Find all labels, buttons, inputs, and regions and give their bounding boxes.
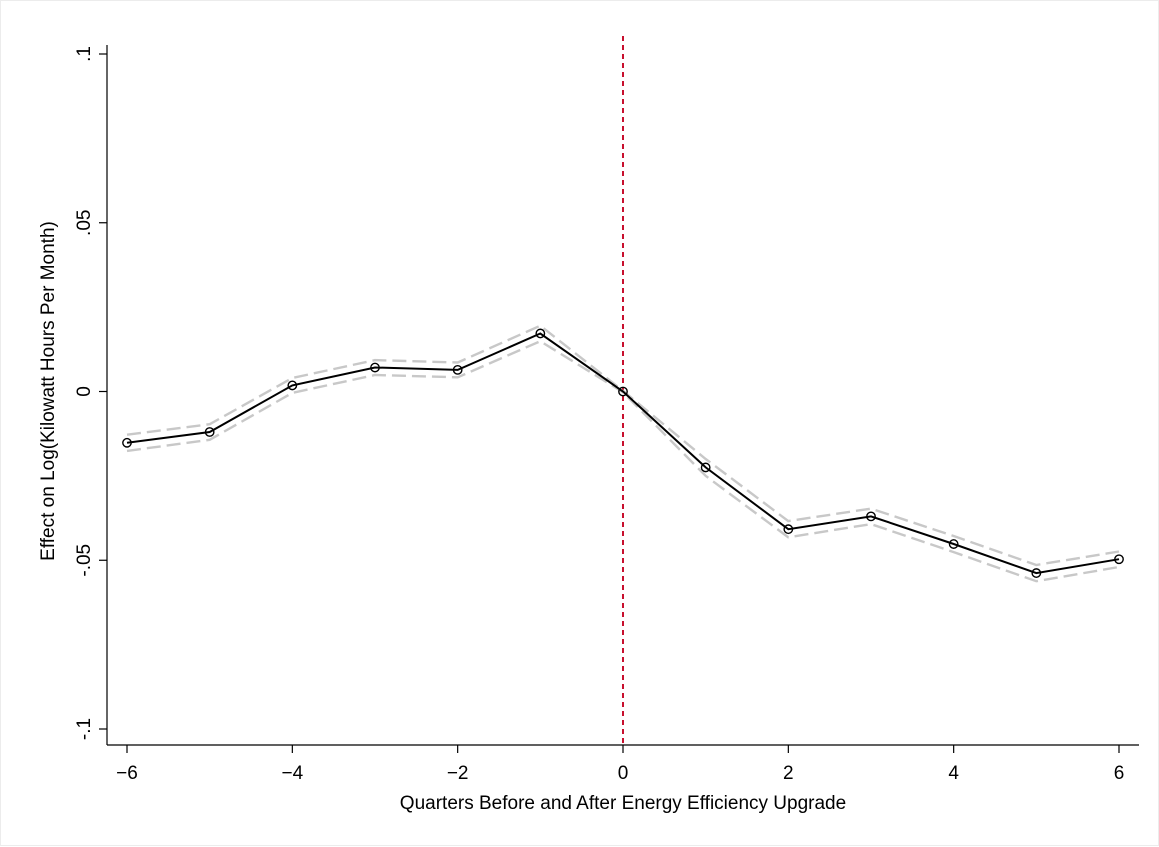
estimate-point: [618, 386, 628, 397]
estimate-line: [126, 332, 1120, 575]
estimate-point: [452, 364, 463, 375]
x-tick-label: 6: [1114, 763, 1125, 784]
y-axis-label: Effect on Log(Kilowatt Hours Per Month): [38, 221, 59, 561]
estimate-point: [370, 362, 380, 373]
x-tick-label: 2: [783, 763, 794, 784]
estimate-point: [1031, 568, 1042, 578]
estimate-series: [122, 328, 1124, 578]
x-ticks: −6 −4 −2 0 2 4 6: [116, 745, 1124, 784]
estimate-point: [866, 511, 876, 522]
y-tick-label: .1: [74, 46, 95, 62]
estimate-point: [1114, 554, 1124, 565]
estimate-point: [204, 427, 215, 437]
x-tick-label: 0: [618, 763, 629, 784]
estimate-point: [783, 524, 794, 535]
x-tick-label: −4: [281, 763, 303, 784]
x-tick-label: −6: [116, 763, 138, 784]
y-tick-label: -.1: [74, 718, 95, 740]
x-tick-label: 4: [948, 763, 959, 784]
x-tick-label: −2: [447, 763, 469, 784]
y-ticks: -.1 -.05 0 .05 .1: [74, 46, 107, 740]
y-tick-label: .05: [74, 210, 95, 236]
x-axis-label: Quarters Before and After Energy Efficie…: [400, 793, 846, 814]
y-tick-label: 0: [74, 386, 95, 397]
estimate-point: [535, 328, 546, 339]
estimate-point: [287, 380, 298, 391]
estimate-point: [122, 437, 132, 448]
estimate-point: [948, 539, 959, 549]
y-tick-label: -.05: [74, 544, 95, 577]
estimate-point: [700, 462, 711, 473]
